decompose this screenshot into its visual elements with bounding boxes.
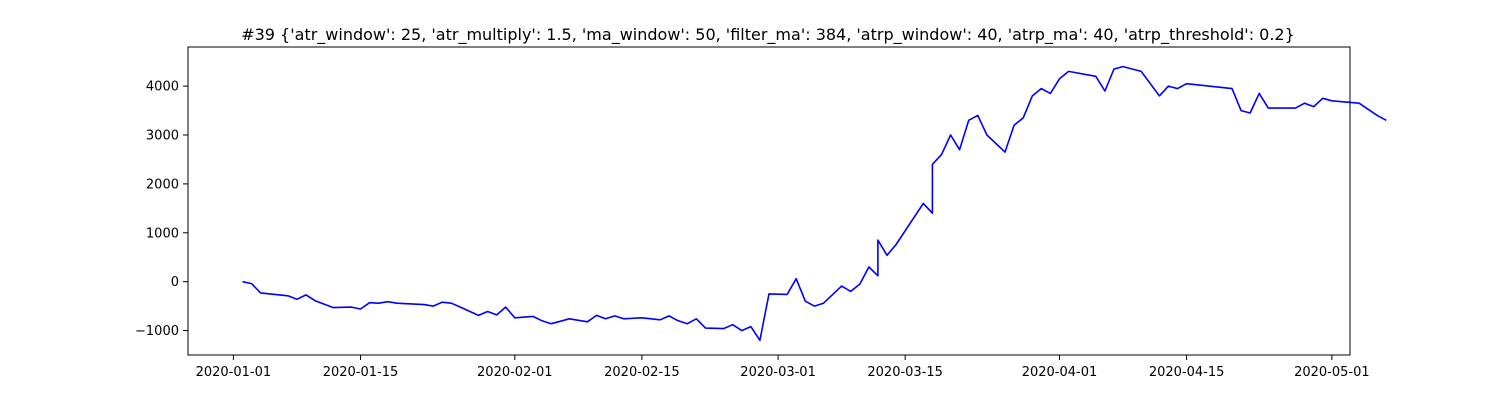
y-axis: −1000 0 1000 2000 3000 4000 bbox=[135, 80, 188, 339]
x-tick-label: 2020-01-15 bbox=[323, 365, 399, 380]
plot-frame bbox=[187, 46, 1351, 356]
y-tick-label: 1000 bbox=[146, 226, 179, 241]
chart-title: #39 {'atr_window': 25, 'atr_multiply': 1… bbox=[241, 25, 1295, 45]
x-tick-label: 2020-04-15 bbox=[1149, 365, 1225, 380]
x-tick-label: 2020-04-01 bbox=[1022, 365, 1098, 380]
y-tick-label: 3000 bbox=[146, 129, 179, 144]
x-tick-label: 2020-05-01 bbox=[1294, 365, 1370, 380]
y-tick-label: 0 bbox=[171, 275, 179, 290]
x-axis: 2020-01-01 2020-01-15 2020-02-01 2020-02-15… bbox=[196, 355, 1370, 380]
x-tick-label: 2020-02-01 bbox=[477, 365, 553, 380]
x-tick-label: 2020-03-15 bbox=[867, 365, 943, 380]
x-tick-label: 2020-03-01 bbox=[740, 365, 816, 380]
y-tick-label: 4000 bbox=[146, 80, 179, 95]
series-layer bbox=[242, 65, 1387, 342]
series-line bbox=[242, 65, 1387, 342]
y-tick-label: 2000 bbox=[146, 177, 179, 192]
x-tick-label: 2020-02-15 bbox=[604, 365, 680, 380]
y-tick-label: −1000 bbox=[135, 324, 179, 339]
x-tick-label: 2020-01-01 bbox=[196, 365, 272, 380]
